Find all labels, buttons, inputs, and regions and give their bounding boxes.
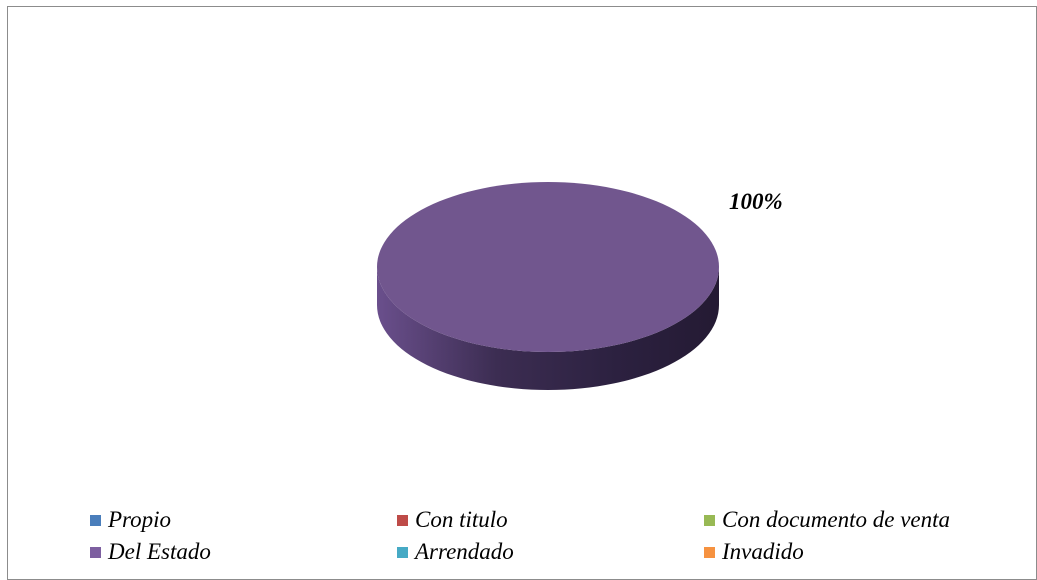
legend-item-arrendado: Arrendado	[397, 537, 704, 567]
legend-swatch-arrendado	[397, 546, 408, 558]
legend-swatch-con-documento-de-venta	[704, 514, 715, 526]
pie-slice-side-del-estado	[377, 267, 719, 390]
legend-item-invadido: Invadido	[704, 537, 1030, 567]
legend-label-del-estado: Del Estado	[108, 539, 211, 564]
legend-swatch-con-titulo	[397, 514, 408, 526]
legend-label-con-titulo: Con titulo	[415, 507, 508, 532]
legend-swatch-invadido	[704, 546, 715, 558]
data-label-del-estado: 100%	[729, 189, 783, 214]
pie-slice-del-estado	[377, 182, 719, 352]
legend-swatch-propio	[90, 514, 101, 526]
legend-swatch-del-estado	[90, 546, 101, 558]
legend-item-con-titulo: Con titulo	[397, 505, 704, 535]
legend: Propio Con titulo Con documento de venta…	[90, 505, 1030, 567]
legend-item-propio: Propio	[90, 505, 397, 535]
legend-label-con-documento-de-venta: Con documento de venta	[722, 507, 951, 532]
legend-label-propio: Propio	[108, 507, 172, 532]
legend-item-del-estado: Del Estado	[90, 537, 397, 567]
legend-item-con-documento-de-venta: Con documento de venta	[704, 505, 1030, 535]
legend-label-invadido: Invadido	[722, 539, 804, 564]
legend-label-arrendado: Arrendado	[415, 539, 514, 564]
